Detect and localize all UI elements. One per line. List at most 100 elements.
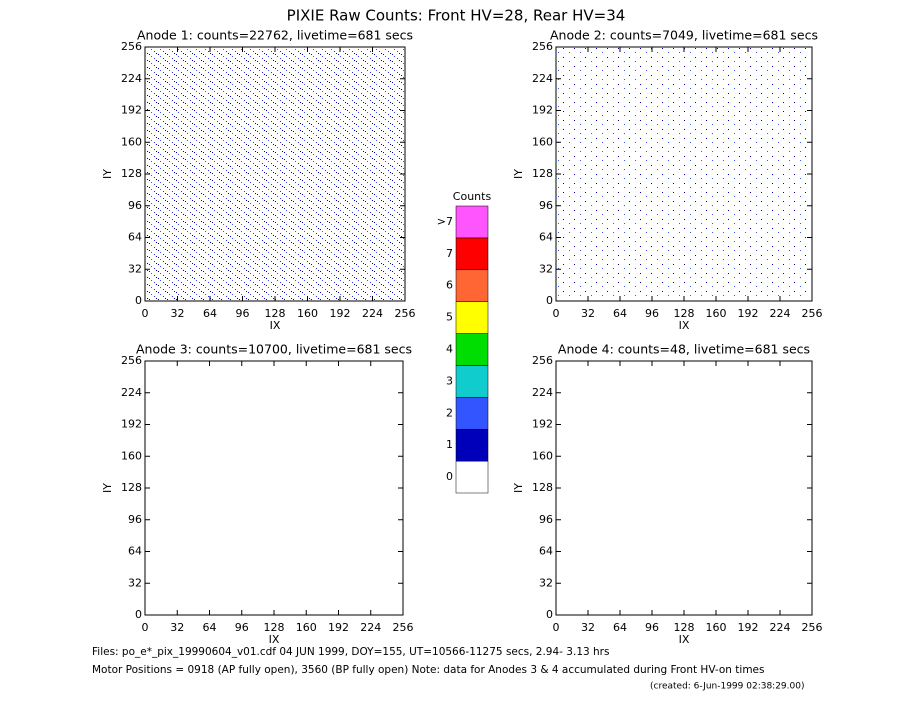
colorbar-title: Counts [453, 190, 492, 203]
x-tick-label: 192 [330, 307, 351, 320]
y-tick-label: 32 [128, 576, 142, 589]
colorbar-swatch [455, 397, 489, 430]
colorbar-label: >7 [437, 215, 453, 228]
x-tick-label: 0 [553, 621, 560, 634]
y-tick-label: 96 [128, 199, 142, 212]
x-tick-label: 96 [235, 621, 249, 634]
x-tick-label: 256 [393, 621, 414, 634]
colorbar-label: 6 [446, 279, 453, 292]
y-tick-label: 32 [128, 262, 142, 275]
x-tick-label: 192 [328, 621, 349, 634]
y-tick-label: 128 [532, 167, 553, 180]
x-tick-label: 32 [581, 307, 595, 320]
y-tick-label: 64 [128, 545, 142, 558]
footer-line: Files: po_e*_pix_19990604_v01.cdf 04 JUN… [92, 646, 609, 658]
y-axis-label: IY [101, 169, 114, 179]
colorbar-swatch [455, 365, 489, 398]
y-tick-label: 256 [121, 354, 142, 367]
x-tick-label: 192 [738, 307, 759, 320]
x-tick-label: 64 [203, 621, 217, 634]
y-tick-label: 64 [539, 231, 553, 244]
colorbar-label: 4 [446, 343, 453, 356]
x-tick-label: 192 [738, 621, 759, 634]
y-tick-label: 192 [121, 418, 142, 431]
x-tick-label: 224 [770, 307, 791, 320]
colorbar-swatch [455, 205, 489, 239]
colorbar-label: 1 [446, 438, 453, 451]
y-axis-label: IY [512, 483, 525, 493]
x-tick-label: 64 [613, 307, 627, 320]
x-tick-label: 128 [674, 621, 695, 634]
x-tick-label: 96 [645, 307, 659, 320]
x-tick-label: 256 [395, 307, 416, 320]
y-tick-label: 0 [546, 294, 553, 307]
colorbar-label: 0 [446, 470, 453, 483]
x-tick-label: 0 [142, 307, 149, 320]
colorbar-label: 5 [446, 311, 453, 324]
panel-title: Anode 2: counts=7049, livetime=681 secs [550, 28, 818, 43]
plot-frame [555, 360, 813, 616]
y-tick-label: 224 [532, 72, 553, 85]
y-tick-label: 64 [539, 545, 553, 558]
footer-line: (created: 6-Jun-1999 02:38:29.00) [650, 682, 804, 692]
y-tick-label: 256 [532, 354, 553, 367]
y-tick-label: 32 [539, 262, 553, 275]
x-tick-label: 160 [297, 307, 318, 320]
y-tick-label: 224 [532, 386, 553, 399]
y-tick-label: 0 [546, 608, 553, 621]
y-tick-label: 256 [121, 40, 142, 53]
x-tick-label: 32 [171, 307, 185, 320]
count-texture [557, 48, 811, 300]
colorbar-swatch [455, 333, 489, 366]
x-tick-label: 32 [581, 621, 595, 634]
x-axis-label: IX [270, 319, 281, 332]
y-tick-label: 160 [532, 449, 553, 462]
y-axis-label: IY [101, 483, 114, 493]
page-title: PIXIE Raw Counts: Front HV=28, Rear HV=3… [287, 7, 626, 25]
colorbar-swatch [455, 269, 489, 302]
y-tick-label: 256 [532, 40, 553, 53]
y-tick-label: 224 [121, 72, 142, 85]
x-tick-label: 224 [360, 621, 381, 634]
x-tick-label: 0 [142, 621, 149, 634]
y-tick-label: 224 [121, 386, 142, 399]
x-tick-label: 64 [203, 307, 217, 320]
y-tick-label: 192 [532, 104, 553, 117]
x-axis-label: IX [269, 633, 280, 646]
x-tick-label: 160 [296, 621, 317, 634]
colorbar-label: 3 [446, 374, 453, 387]
y-tick-label: 96 [539, 199, 553, 212]
x-tick-label: 256 [802, 621, 823, 634]
x-tick-label: 160 [706, 621, 727, 634]
colorbar-swatch [455, 428, 489, 462]
y-tick-label: 0 [135, 608, 142, 621]
panel-title: Anode 3: counts=10700, livetime=681 secs [136, 342, 412, 357]
y-axis-label: IY [512, 169, 525, 179]
panel-title: Anode 1: counts=22762, livetime=681 secs [137, 28, 413, 43]
y-tick-label: 96 [128, 513, 142, 526]
y-tick-label: 192 [532, 418, 553, 431]
x-tick-label: 96 [236, 307, 250, 320]
footer-line: Motor Positions = 0918 (AP fully open), … [92, 664, 765, 676]
y-tick-label: 160 [532, 135, 553, 148]
y-tick-label: 96 [539, 513, 553, 526]
y-tick-label: 192 [121, 104, 142, 117]
y-tick-label: 128 [121, 167, 142, 180]
x-tick-label: 160 [706, 307, 727, 320]
y-tick-label: 64 [128, 231, 142, 244]
plot-frame [144, 360, 404, 616]
colorbar-swatch [455, 460, 489, 494]
x-tick-label: 224 [770, 621, 791, 634]
x-tick-label: 256 [802, 307, 823, 320]
y-tick-label: 160 [121, 449, 142, 462]
colorbar-swatch [455, 237, 489, 271]
y-tick-label: 32 [539, 576, 553, 589]
x-tick-label: 64 [613, 621, 627, 634]
y-tick-label: 128 [121, 481, 142, 494]
x-axis-label: IX [679, 319, 690, 332]
colorbar-label: 2 [446, 406, 453, 419]
colorbar-swatch [455, 301, 489, 334]
x-tick-label: 128 [674, 307, 695, 320]
count-texture [146, 48, 404, 300]
